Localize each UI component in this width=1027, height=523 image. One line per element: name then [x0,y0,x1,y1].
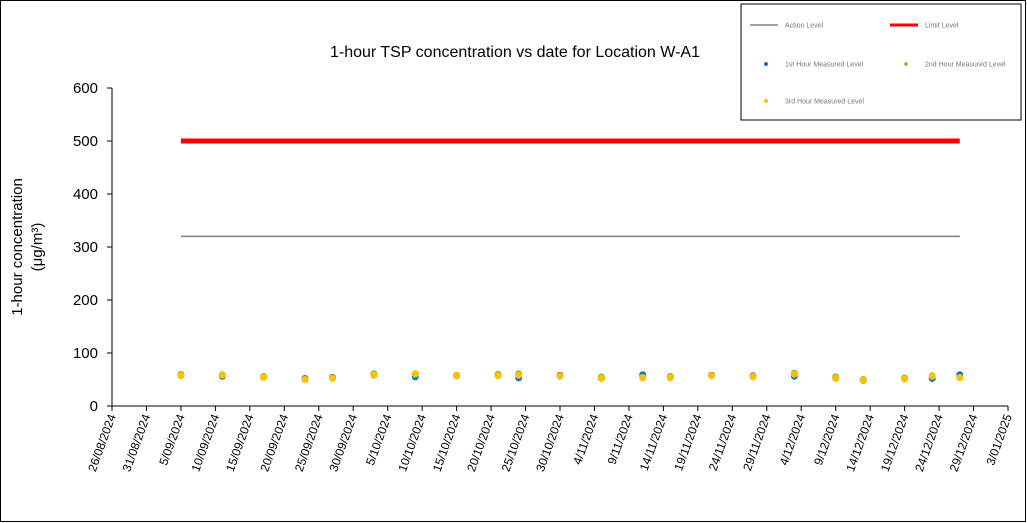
y-tick-label: 100 [73,345,98,362]
legend-swatch [764,99,768,103]
data-point [859,377,867,385]
legend-label: 2nd Hour Measured Level [925,62,1006,69]
data-point [329,374,337,382]
data-point [301,376,309,383]
y-axis-label: 1-hour concentration (μg/m³) [9,178,46,316]
data-point [832,374,840,382]
y-tick-label: 500 [73,133,98,150]
data-point [218,371,226,379]
data-point [177,372,185,380]
data-point [453,372,461,380]
data-point [556,372,564,380]
legend-swatch [764,62,768,66]
y-tick-label: 200 [73,292,98,309]
data-point [515,371,523,379]
data-point [928,372,936,380]
y-tick-label: 600 [73,80,98,97]
legend-box [740,3,1022,121]
data-point [956,374,964,382]
data-point [790,370,798,378]
legend-label: Limit Level [925,23,959,30]
legend-swatch [904,62,908,66]
data-point [411,370,419,378]
data-point [370,371,378,379]
legend-label: 3rd Hour Measured Level [785,99,864,106]
data-point [597,374,605,382]
chart-title: 1-hour TSP concentration vs date for Loc… [330,44,700,61]
y-tick-label: 0 [90,398,98,415]
data-point [260,373,268,381]
y-label-line: (μg/m³) [29,223,46,272]
y-tick-label: 300 [73,239,98,256]
legend-label: 1st Hour Measured Level [785,62,864,69]
y-tick-label: 400 [73,186,98,203]
data-point [749,373,757,381]
data-point [494,372,502,380]
data-point [901,375,909,383]
y-label-line: 1-hour concentration [9,178,26,316]
legend-label: Action Level [785,23,824,30]
data-point [708,372,716,380]
data-point [666,374,674,382]
data-point [639,374,647,382]
